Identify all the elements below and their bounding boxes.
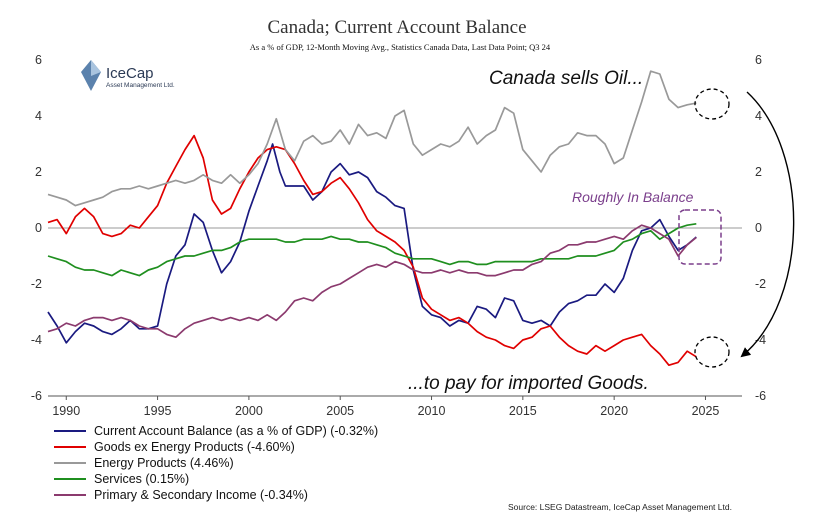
y-tick-label-right: -4 bbox=[755, 333, 766, 347]
x-tick-label: 2005 bbox=[326, 404, 354, 418]
x-tick-label: 2020 bbox=[600, 404, 628, 418]
logo-sub: Asset Management Ltd. bbox=[106, 82, 175, 89]
y-tick-label-right: 0 bbox=[755, 221, 762, 235]
goods-highlight-circle bbox=[694, 336, 730, 368]
y-tick-label-left: 0 bbox=[35, 221, 42, 235]
source-note: Source: LSEG Datastream, IceCap Asset Ma… bbox=[508, 502, 732, 512]
chart-title: Canada; Current Account Balance bbox=[267, 17, 526, 38]
logo-name: IceCap bbox=[106, 65, 154, 82]
y-tick-label-left: 4 bbox=[35, 109, 42, 123]
annotation-goods: ...to pay for imported Goods. bbox=[408, 373, 649, 394]
series-lines bbox=[47, 70, 697, 367]
legend: Current Account Balance (as a % of GDP) … bbox=[54, 424, 378, 502]
legend-label-2: Energy Products (4.46%) bbox=[94, 456, 234, 470]
y-tick-label-right: 6 bbox=[755, 53, 762, 67]
arrow-connector bbox=[740, 91, 795, 358]
chart-subtitle: As a % of GDP, 12-Month Moving Avg., Sta… bbox=[250, 42, 551, 52]
y-tick-label-left: -4 bbox=[31, 333, 42, 347]
x-tick-label: 2015 bbox=[509, 404, 537, 418]
legend-label-4: Primary & Secondary Income (-0.34%) bbox=[94, 488, 308, 502]
legend-label-1: Goods ex Energy Products (-4.60%) bbox=[94, 440, 295, 454]
series-line-0 bbox=[47, 143, 697, 344]
balance-highlight-box bbox=[678, 209, 722, 265]
y-tick-label-right: 4 bbox=[755, 109, 762, 123]
y-tick-label-left: -6 bbox=[31, 389, 42, 403]
y-tick-label-left: 2 bbox=[35, 165, 42, 179]
series-line-1 bbox=[47, 134, 697, 367]
annotation-balance: Roughly In Balance bbox=[572, 189, 694, 205]
annotation-oil: Canada sells Oil... bbox=[489, 68, 643, 89]
legend-label-3: Services (0.15%) bbox=[94, 472, 189, 486]
y-tick-label-right: 2 bbox=[755, 165, 762, 179]
oil-highlight-circle bbox=[694, 88, 730, 120]
y-tick-label-right: -6 bbox=[755, 389, 766, 403]
x-tick-label: 1995 bbox=[144, 404, 172, 418]
y-tick-label-left: 6 bbox=[35, 53, 42, 67]
y-tick-label-left: -2 bbox=[31, 277, 42, 291]
x-tick-label: 2025 bbox=[692, 404, 720, 418]
axes: 6 6 4 4 2 2 0 0 -2 -2 -4 -4 -6 -6 1990 1995 2000 2005 2010… bbox=[31, 53, 766, 418]
icecap-logo: IceCap Asset Management Ltd. bbox=[81, 60, 175, 91]
x-tick-label: 2000 bbox=[235, 404, 263, 418]
series-line-4 bbox=[47, 224, 697, 339]
legend-label-0: Current Account Balance (as a % of GDP) … bbox=[94, 424, 378, 438]
x-tick-label: 1990 bbox=[52, 404, 80, 418]
series-line-2 bbox=[47, 70, 697, 207]
y-tick-label-right: -2 bbox=[755, 277, 766, 291]
x-tick-label: 2010 bbox=[418, 404, 446, 418]
series-line-3 bbox=[47, 222, 697, 277]
